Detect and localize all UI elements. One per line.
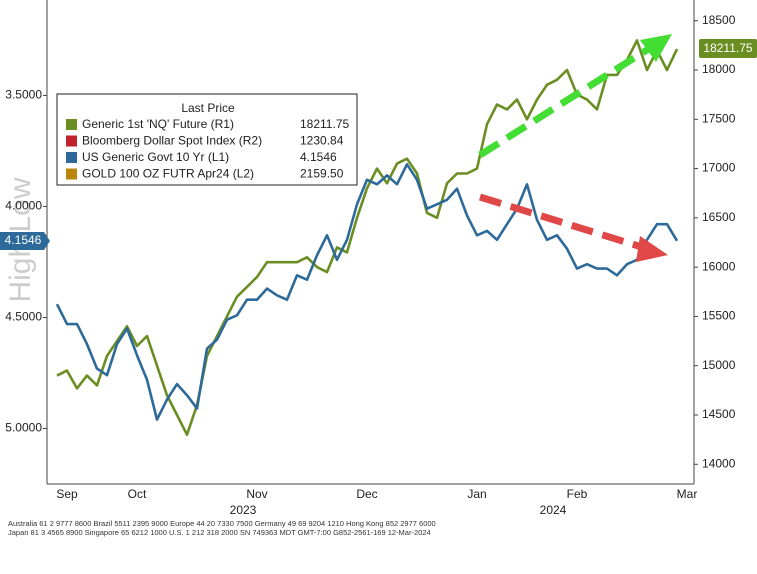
x-tick-label: Oct bbox=[128, 487, 147, 501]
footer-line: Australia 61 2 9777 8600 Brazil 5511 239… bbox=[8, 519, 436, 528]
legend-swatch bbox=[66, 135, 77, 147]
legend-label: US Generic Govt 10 Yr (L1) bbox=[82, 150, 229, 164]
legend-label: GOLD 100 OZ FUTR Apr24 (L2) bbox=[82, 167, 254, 181]
legend-label: Generic 1st 'NQ' Future (R1) bbox=[82, 117, 234, 131]
down-arrow-head bbox=[636, 236, 668, 262]
legend-value: 4.1546 bbox=[300, 150, 337, 164]
year-label: 2023 bbox=[230, 503, 257, 517]
legend-swatch bbox=[66, 119, 77, 130]
y2-tick-label: 16000 bbox=[702, 259, 736, 273]
y2-tick-label: 14500 bbox=[702, 407, 736, 421]
legend-value: 2159.50 bbox=[300, 167, 344, 181]
y2-tick-label: 17000 bbox=[702, 161, 736, 175]
legend-title: Last Price bbox=[181, 101, 235, 115]
series-line bbox=[55, 163, 679, 421]
legend-box bbox=[56, 93, 358, 186]
right-value-tag bbox=[699, 39, 757, 58]
x-tick-label: Mar bbox=[677, 487, 698, 501]
x-tick-label: Jan bbox=[467, 487, 486, 501]
y-tick-label: 4.0000 bbox=[5, 199, 42, 213]
legend-swatch bbox=[66, 152, 77, 163]
down-arrow bbox=[478, 193, 647, 252]
footer-line: Japan 81 3 4565 8900 Singapore 65 6212 1… bbox=[8, 528, 431, 537]
series-line bbox=[56, 39, 679, 436]
y2-tick-label: 18000 bbox=[702, 62, 736, 76]
legend-swatch bbox=[66, 168, 77, 180]
legend-label: Bloomberg Dollar Spot Index (R2) bbox=[82, 134, 262, 148]
y2-tick-label: 15000 bbox=[702, 358, 736, 372]
y2-tick-label: 14000 bbox=[702, 456, 736, 470]
legend-value: 1230.84 bbox=[300, 134, 344, 148]
up-arrow bbox=[478, 45, 652, 158]
year-label: 2024 bbox=[540, 503, 567, 517]
y2-tick-label: 17500 bbox=[702, 111, 736, 125]
x-tick-label: Feb bbox=[567, 487, 588, 501]
x-tick-label: Nov bbox=[246, 487, 267, 501]
y2-tick-label: 18500 bbox=[702, 13, 736, 27]
left-value-tag-text: 4.1546 bbox=[5, 233, 42, 247]
up-arrow-head bbox=[640, 34, 672, 62]
y-tick-label: 5.0000 bbox=[5, 421, 42, 435]
y2-tick-label: 16500 bbox=[702, 210, 736, 224]
left-value-tag bbox=[0, 232, 50, 250]
x-tick-label: Dec bbox=[356, 487, 377, 501]
y2-tick-label: 15500 bbox=[702, 309, 736, 323]
right-value-tag-text: 18211.75 bbox=[703, 41, 752, 55]
x-tick-label: Sep bbox=[56, 487, 78, 501]
y-tick-label: 3.5000 bbox=[5, 88, 42, 102]
legend-value: 18211.75 bbox=[300, 117, 349, 131]
y-tick-label: 4.5000 bbox=[5, 310, 42, 324]
